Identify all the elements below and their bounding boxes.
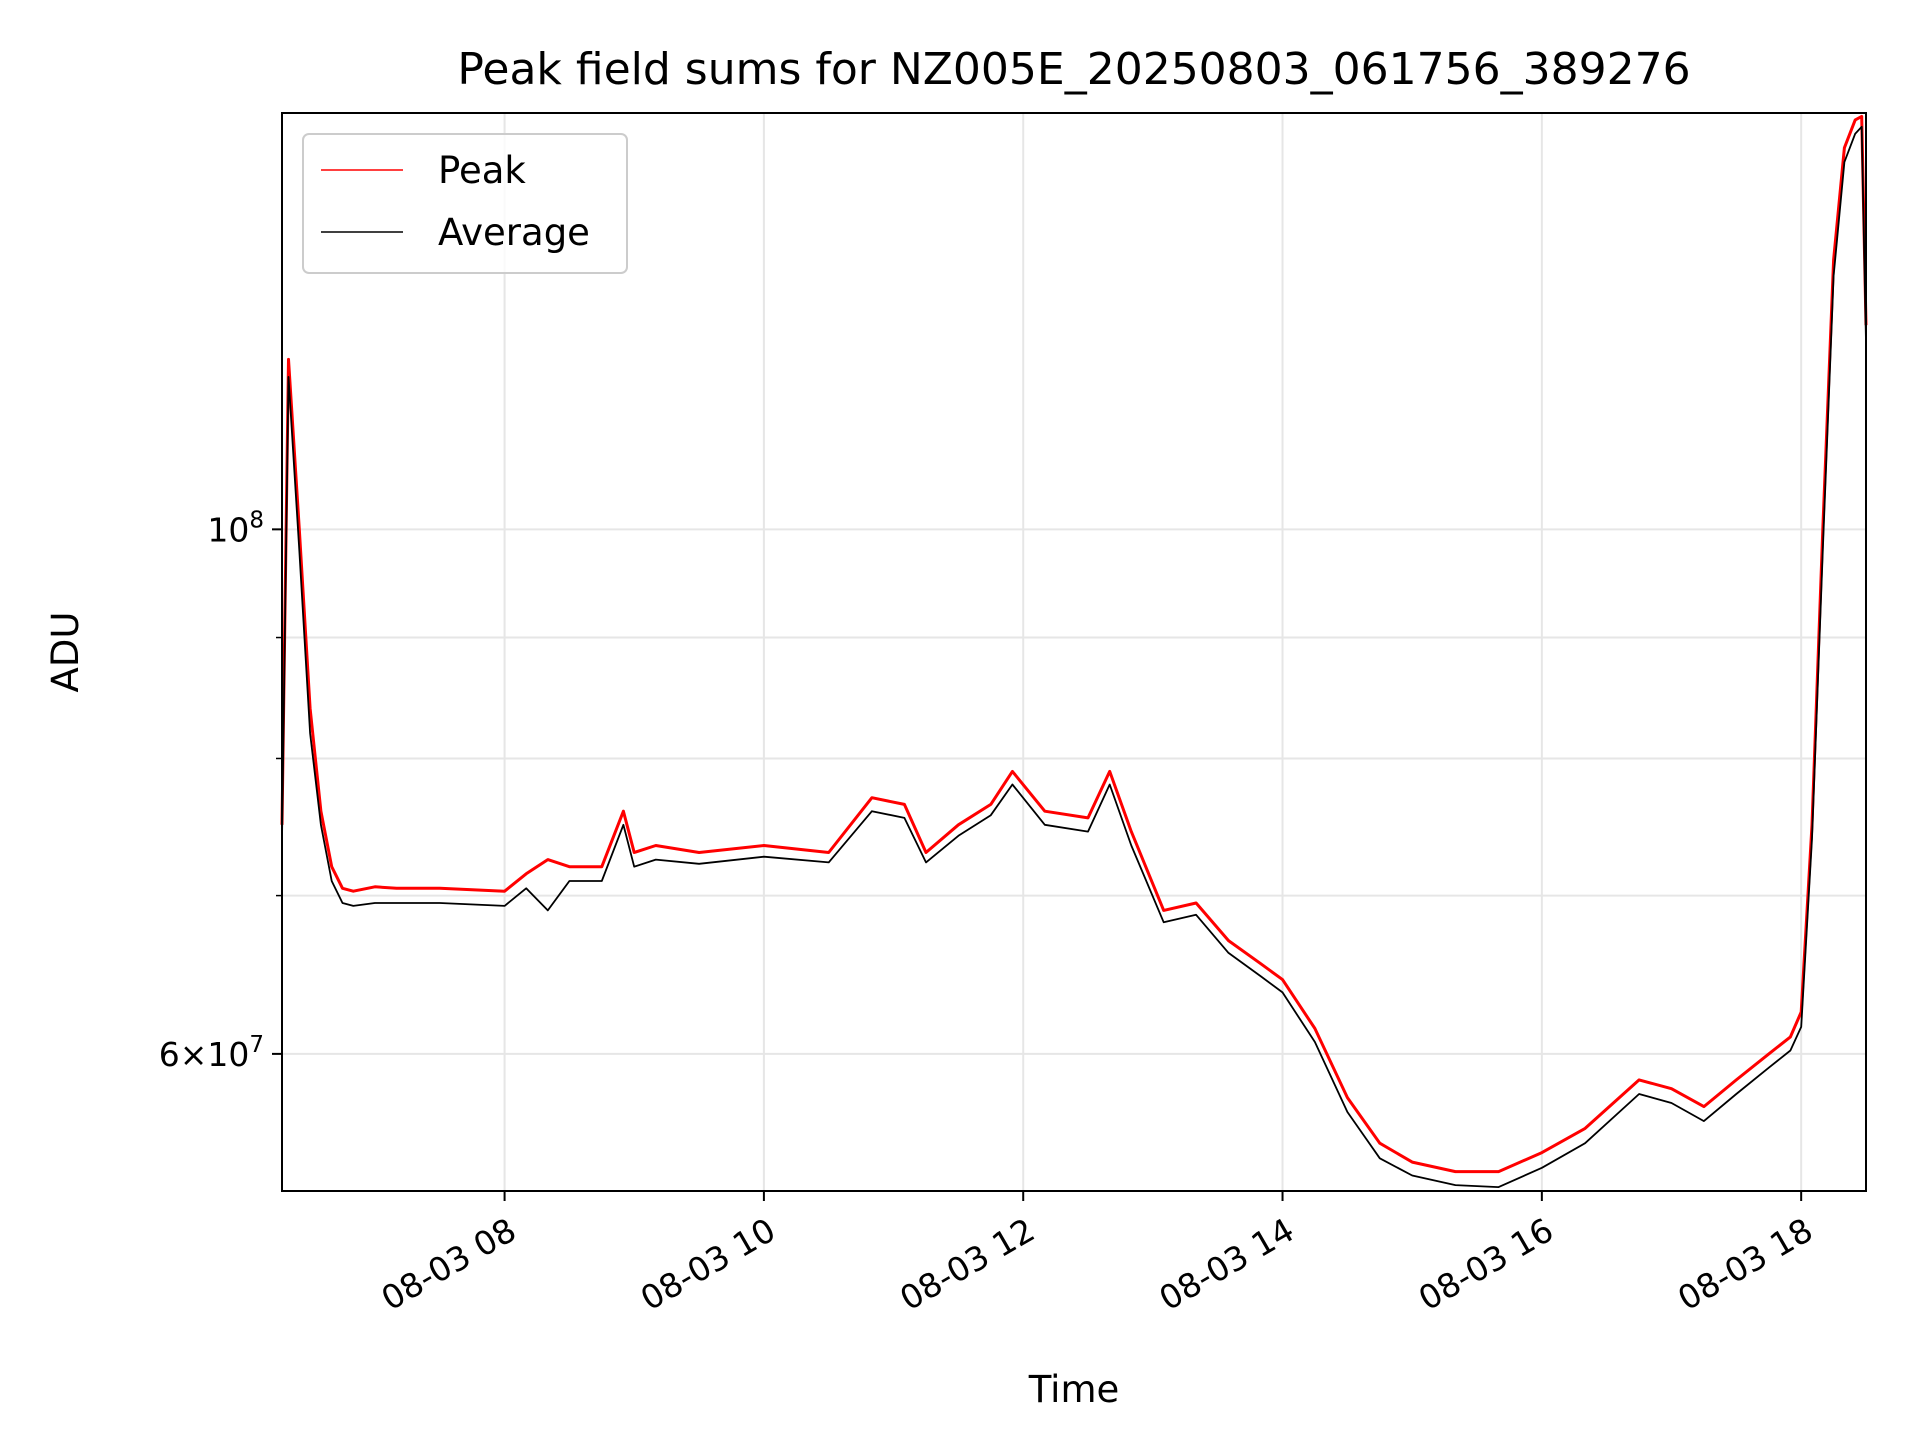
legend-label-peak: Peak <box>438 149 526 192</box>
x-axis-title: Time <box>1028 1368 1120 1411</box>
y-axis-ticks: 108 6×107 <box>159 507 282 1074</box>
legend-label-average: Average <box>438 211 590 254</box>
y-tick-label: 108 <box>207 507 264 549</box>
series-line-peak <box>280 114 1868 1174</box>
y-axis-title: ADU <box>44 612 87 693</box>
series-line-average <box>281 125 1867 1188</box>
y-tick-label: 6×107 <box>159 1032 264 1074</box>
plot-area-frame <box>281 112 1867 1192</box>
legend-box <box>302 133 628 274</box>
legend: Peak Average <box>302 133 628 274</box>
grid-lines <box>282 113 1866 1191</box>
chart-title: Peak field sums for NZ005E_20250803_0617… <box>457 44 1690 95</box>
series-lines <box>280 114 1868 1188</box>
